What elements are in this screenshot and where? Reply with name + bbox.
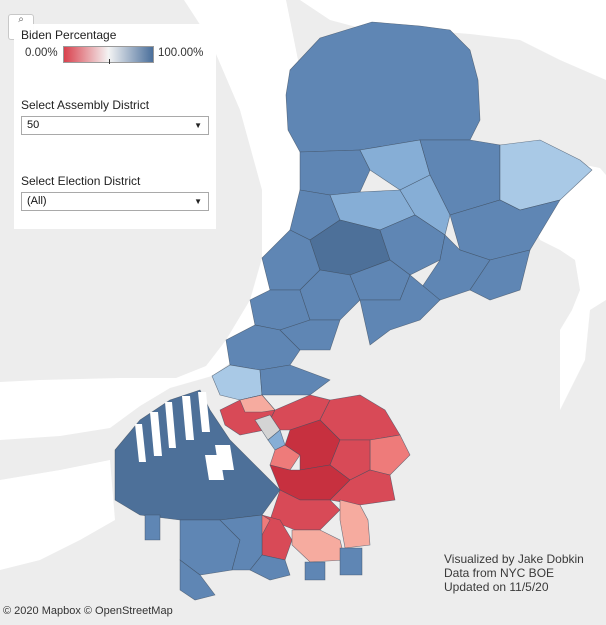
pier-6: [205, 455, 224, 480]
search-icon: ⌕: [18, 14, 24, 25]
navy-yard-piers: [135, 392, 234, 480]
election-district-g2[interactable]: [299, 149, 371, 196]
east-river: [0, 0, 312, 440]
assembly-filter-label: Select Assembly District: [21, 98, 150, 112]
election-district-b7[interactable]: [339, 547, 363, 576]
election-district-r2[interactable]: [239, 394, 276, 413]
south-water: [0, 460, 115, 570]
election-district-b5[interactable]: [249, 554, 291, 581]
chevron-down-icon: ▼: [194, 197, 202, 206]
election-district-value: (All): [27, 195, 47, 207]
legend-min-label: 0.00%: [25, 47, 58, 59]
election-district-g1[interactable]: [285, 21, 481, 153]
election-district-r14[interactable]: [339, 499, 371, 549]
election-district-w9[interactable]: [359, 274, 441, 346]
pier-1: [165, 402, 176, 448]
election-district-w13[interactable]: [259, 364, 331, 396]
assembly-district-value: 50: [27, 119, 40, 131]
pier-4: [135, 424, 146, 462]
pier-3: [198, 392, 210, 432]
legend-title: Biden Percentage: [21, 28, 117, 42]
navy-yard-channel: [300, 0, 606, 80]
election-district-dropdown[interactable]: (All) ▼: [21, 192, 209, 211]
election-district-g8[interactable]: [399, 174, 451, 236]
election-filter-label: Select Election District: [21, 174, 141, 188]
chevron-down-icon: ▼: [194, 121, 202, 130]
legend: Biden Percentage 0.00% 100.00%: [14, 24, 216, 76]
pier-2: [182, 396, 194, 440]
election-district-b4[interactable]: [179, 559, 216, 601]
election-district-b8[interactable]: [144, 514, 161, 541]
election-district-w5[interactable]: [469, 249, 531, 301]
credits-author: Visualized by Jake Dobkin: [444, 552, 584, 566]
legend-gradient-bar: [63, 46, 154, 63]
election-district-r9[interactable]: [369, 434, 411, 476]
election-districts[interactable]: [114, 21, 593, 601]
election-district-w11[interactable]: [279, 319, 341, 351]
assembly-district-dropdown[interactable]: 50 ▼: [21, 116, 209, 135]
legend-max-label: 100.00%: [158, 47, 204, 59]
credits-updated: Updated on 11/5/20: [444, 580, 549, 594]
credits-source: Data from NYC BOE: [444, 566, 555, 580]
election-district-w4[interactable]: [419, 234, 491, 301]
credits-annotation: Visualized by Jake Dobkin Data from NYC …: [444, 552, 584, 594]
filter-panel: Biden Percentage 0.00% 100.00% Select As…: [14, 24, 216, 229]
election-district-b6[interactable]: [304, 561, 326, 581]
election-district-r16[interactable]: [291, 529, 346, 563]
pier-0: [150, 412, 162, 456]
election-district-r7[interactable]: [269, 444, 301, 471]
legend-midpoint-tick: [109, 59, 110, 64]
map-attribution[interactable]: © 2020 Mapbox © OpenStreetMap: [3, 605, 173, 617]
